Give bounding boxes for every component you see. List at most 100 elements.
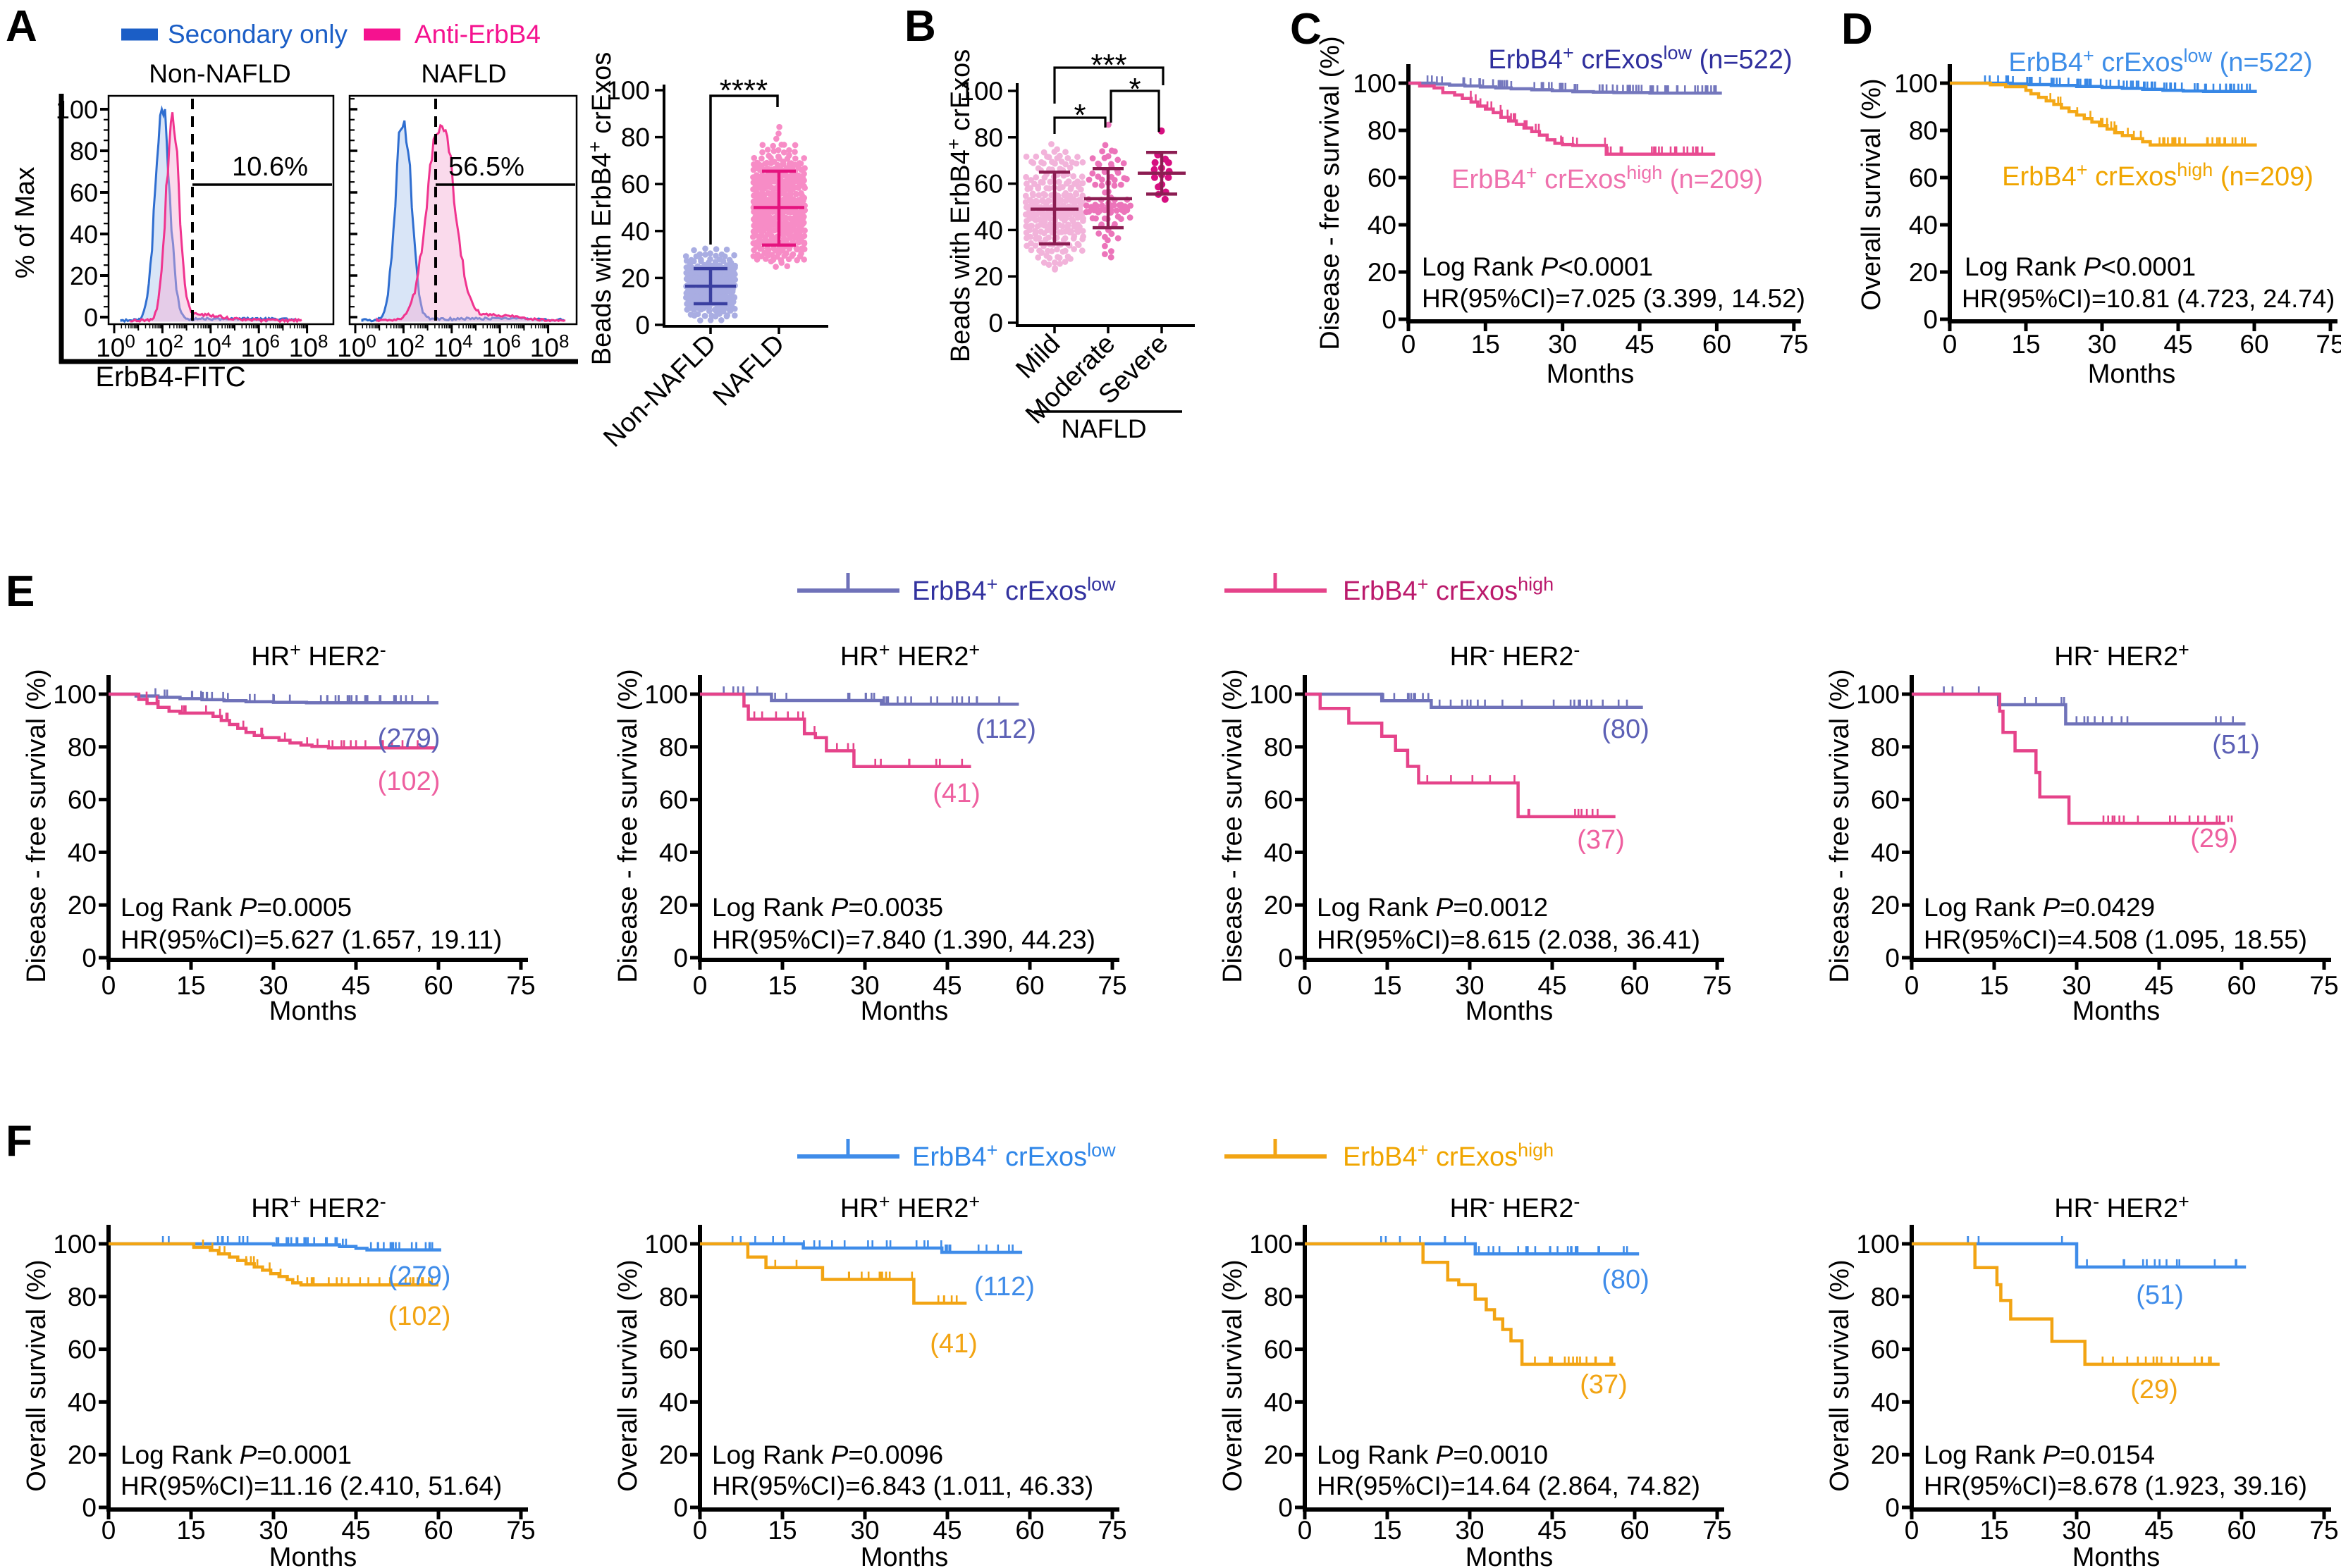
svg-text:60: 60 — [1871, 1335, 1900, 1364]
svg-text:60: 60 — [1620, 971, 1649, 1000]
svg-text:0: 0 — [988, 309, 1003, 338]
svg-text:45: 45 — [1537, 971, 1566, 1000]
svg-text:100: 100 — [644, 1230, 688, 1259]
svg-text:Months: Months — [2088, 359, 2176, 389]
svg-text:75: 75 — [2309, 971, 2338, 1000]
svg-text:80: 80 — [68, 1283, 97, 1311]
svg-text:75: 75 — [1098, 971, 1126, 1000]
svg-text:80: 80 — [621, 123, 650, 152]
svg-text:HR(95%CI)=7.840 (1.390, 44.23): HR(95%CI)=7.840 (1.390, 44.23) — [712, 925, 1095, 954]
svg-text:E: E — [6, 567, 35, 616]
svg-text:60: 60 — [1015, 1516, 1044, 1545]
svg-text:Beads with ErbB4+ crExos: Beads with ErbB4+ crExos — [584, 52, 617, 366]
svg-text:60: 60 — [424, 1516, 453, 1545]
svg-text:100: 100 — [337, 331, 376, 362]
svg-text:Months: Months — [2072, 996, 2161, 1026]
svg-text:Months: Months — [269, 1543, 357, 1568]
svg-text:40: 40 — [70, 220, 98, 249]
svg-text:30: 30 — [850, 971, 879, 1000]
svg-text:15: 15 — [768, 1516, 797, 1545]
svg-text:60: 60 — [424, 971, 453, 1000]
svg-text:Disease - free survival (%): Disease - free survival (%) — [1218, 669, 1248, 983]
svg-text:15: 15 — [1372, 971, 1401, 1000]
svg-text:0: 0 — [102, 971, 116, 1000]
svg-text:Log Rank P=0.0154: Log Rank P=0.0154 — [1924, 1440, 2155, 1469]
svg-text:100: 100 — [1856, 680, 1900, 709]
svg-text:75: 75 — [1702, 1516, 1731, 1545]
svg-text:100: 100 — [1353, 69, 1396, 98]
svg-text:45: 45 — [933, 971, 961, 1000]
svg-text:15: 15 — [1372, 1516, 1401, 1545]
svg-text:HR(95%CI)=8.615 (2.038, 36.41): HR(95%CI)=8.615 (2.038, 36.41) — [1317, 925, 1700, 954]
svg-text:40: 40 — [1368, 211, 1396, 240]
svg-text:Log Rank P=0.0096: Log Rank P=0.0096 — [712, 1440, 943, 1469]
svg-text:60: 60 — [70, 178, 98, 207]
svg-text:60: 60 — [1264, 1335, 1293, 1364]
svg-text:Anti-ErbB4: Anti-ErbB4 — [414, 20, 541, 49]
svg-text:40: 40 — [68, 1388, 97, 1416]
svg-text:****: **** — [720, 73, 768, 108]
svg-text:(112): (112) — [976, 715, 1036, 744]
svg-text:60: 60 — [1702, 330, 1731, 359]
svg-text:102: 102 — [386, 331, 425, 362]
svg-text:45: 45 — [1626, 330, 1654, 359]
svg-text:60: 60 — [2239, 330, 2268, 359]
svg-text:80: 80 — [1871, 733, 1900, 762]
svg-text:(41): (41) — [930, 1329, 978, 1359]
svg-text:0: 0 — [1905, 971, 1919, 1000]
svg-text:45: 45 — [341, 1516, 370, 1545]
svg-text:100: 100 — [1249, 1230, 1293, 1259]
svg-text:106: 106 — [240, 331, 280, 362]
svg-text:HR(95%CI)=11.16 (2.410, 51.64): HR(95%CI)=11.16 (2.410, 51.64) — [121, 1471, 502, 1500]
svg-text:60: 60 — [974, 170, 1003, 199]
svg-text:40: 40 — [621, 217, 650, 246]
svg-text:Months: Months — [1466, 1543, 1554, 1568]
svg-text:Overall survival (%): Overall survival (%) — [22, 1259, 51, 1491]
svg-text:Log Rank P=0.0001: Log Rank P=0.0001 — [121, 1440, 352, 1469]
svg-text:0: 0 — [82, 1493, 97, 1522]
svg-text:HR(95%CI)=7.025 (3.399, 14.52): HR(95%CI)=7.025 (3.399, 14.52) — [1422, 284, 1805, 313]
svg-text:20: 20 — [1264, 891, 1293, 920]
svg-text:0: 0 — [1401, 330, 1416, 359]
svg-text:HR- HER2+: HR- HER2+ — [2054, 1191, 2189, 1223]
svg-text:15: 15 — [176, 971, 205, 1000]
svg-text:20: 20 — [621, 264, 650, 292]
svg-text:15: 15 — [1979, 971, 2008, 1000]
svg-text:20: 20 — [68, 1440, 97, 1469]
svg-text:100: 100 — [959, 77, 1003, 106]
svg-text:Months: Months — [861, 996, 949, 1026]
svg-text:0: 0 — [1382, 305, 1396, 334]
svg-text:60: 60 — [68, 1335, 97, 1364]
svg-text:Disease - free survival (%): Disease - free survival (%) — [1315, 36, 1345, 350]
svg-text:0: 0 — [1943, 330, 1958, 359]
svg-text:A: A — [6, 2, 37, 51]
svg-text:30: 30 — [2062, 971, 2091, 1000]
svg-text:100: 100 — [56, 95, 98, 124]
svg-text:30: 30 — [2062, 1516, 2091, 1545]
svg-text:20: 20 — [659, 891, 688, 920]
svg-text:***: *** — [1090, 48, 1126, 82]
svg-text:0: 0 — [1298, 971, 1313, 1000]
svg-text:HR- HER2+: HR- HER2+ — [2054, 639, 2189, 672]
svg-text:0: 0 — [84, 303, 98, 332]
svg-text:NAFLD: NAFLD — [421, 59, 506, 88]
svg-text:(80): (80) — [1602, 715, 1649, 744]
svg-text:100: 100 — [644, 680, 688, 709]
svg-text:75: 75 — [2309, 1516, 2338, 1545]
svg-text:40: 40 — [1871, 838, 1900, 867]
svg-text:Non-NAFLD: Non-NAFLD — [149, 59, 291, 88]
svg-text:Months: Months — [2072, 1543, 2161, 1568]
svg-text:Overall survival (%): Overall survival (%) — [1218, 1259, 1248, 1491]
svg-text:60: 60 — [1620, 1516, 1649, 1545]
svg-text:Log Rank P=0.0035: Log Rank P=0.0035 — [712, 893, 943, 922]
svg-text:102: 102 — [145, 331, 184, 362]
svg-text:(37): (37) — [1577, 825, 1625, 855]
svg-text:B: B — [904, 2, 936, 51]
svg-text:HR(95%CI)=10.81 (4.723, 24.74): HR(95%CI)=10.81 (4.723, 24.74) — [1962, 284, 2335, 313]
svg-text:Log Rank P=0.0012: Log Rank P=0.0012 — [1317, 893, 1548, 922]
svg-text:75: 75 — [1779, 330, 1808, 359]
svg-text:60: 60 — [2227, 971, 2256, 1000]
svg-text:80: 80 — [1909, 116, 1938, 145]
svg-text:100: 100 — [606, 76, 650, 105]
svg-text:80: 80 — [659, 733, 688, 762]
